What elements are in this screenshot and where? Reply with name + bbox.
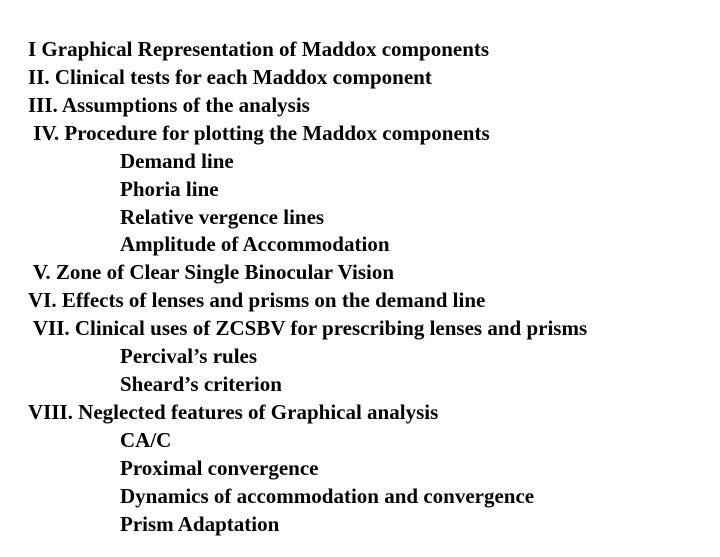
item-viii-sub-proximal-convergence: Proximal convergence [28, 455, 692, 483]
item-iv-sub-amplitude-accommodation: Amplitude of Accommodation [28, 231, 692, 259]
item-iv-sub-relative-vergence: Relative vergence lines [28, 204, 692, 232]
item-v: V. Zone of Clear Single Binocular Vision [28, 259, 692, 287]
item-vii-sub-sheard: Sheard’s criterion [28, 371, 692, 399]
item-vi: VI. Effects of lenses and prisms on the … [28, 287, 692, 315]
item-viii-sub-cac: CA/C [28, 427, 692, 455]
item-viii-sub-prism-adaptation: Prism Adaptation [28, 511, 692, 539]
item-iv-sub-demand-line: Demand line [28, 148, 692, 176]
item-vii: VII. Clinical uses of ZCSBV for prescrib… [28, 315, 692, 343]
item-viii-sub-dynamics: Dynamics of accommodation and convergenc… [28, 483, 692, 511]
item-ii: II. Clinical tests for each Maddox compo… [28, 64, 692, 92]
item-iii: III. Assumptions of the analysis [28, 92, 692, 120]
outline-page: I Graphical Representation of Maddox com… [0, 0, 720, 539]
item-i: I Graphical Representation of Maddox com… [28, 36, 692, 64]
item-vii-sub-percival: Percival’s rules [28, 343, 692, 371]
item-iv: IV. Procedure for plotting the Maddox co… [28, 120, 692, 148]
item-iv-sub-phoria-line: Phoria line [28, 176, 692, 204]
item-viii: VIII. Neglected features of Graphical an… [28, 399, 692, 427]
